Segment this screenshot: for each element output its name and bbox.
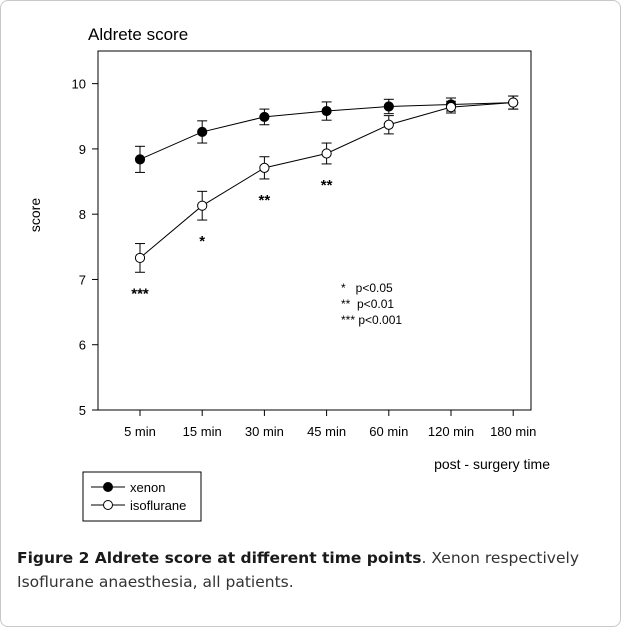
x-axis-label: post - surgery time bbox=[434, 456, 550, 472]
data-point-isoflurane bbox=[134, 252, 146, 264]
significance-stars: *** bbox=[131, 285, 149, 302]
legend-marker-xenon bbox=[103, 482, 113, 492]
data-point-isoflurane bbox=[445, 102, 457, 113]
x-tick-label: 5 min bbox=[124, 424, 156, 439]
data-point-isoflurane bbox=[259, 162, 270, 173]
data-point-xenon bbox=[197, 126, 208, 138]
legend-marker-isoflurane bbox=[103, 500, 113, 510]
y-tick-label: 10 bbox=[72, 77, 86, 92]
data-point-isoflurane bbox=[383, 119, 394, 130]
p-value-note: *** p<0.001 bbox=[341, 313, 402, 327]
data-point-isoflurane bbox=[321, 148, 332, 159]
data-point-xenon bbox=[383, 101, 394, 112]
x-tick-label: 60 min bbox=[369, 424, 408, 439]
legend-label-xenon: xenon bbox=[130, 480, 165, 495]
data-point-xenon bbox=[321, 105, 332, 117]
p-value-note: * p<0.05 bbox=[341, 281, 393, 295]
x-tick-label: 15 min bbox=[183, 424, 222, 439]
data-point-xenon bbox=[259, 111, 270, 123]
legend-box bbox=[82, 471, 202, 522]
y-tick-label: 9 bbox=[79, 142, 86, 157]
figure-caption: Figure 2 Aldrete score at different time… bbox=[17, 546, 617, 594]
data-point-xenon bbox=[134, 154, 146, 165]
y-tick-label: 6 bbox=[79, 338, 86, 353]
data-point-isoflurane bbox=[197, 200, 208, 211]
significance-stars: * bbox=[199, 233, 205, 250]
significance-stars: ** bbox=[321, 177, 333, 194]
data-point-isoflurane bbox=[508, 97, 519, 108]
significance-stars: ** bbox=[259, 192, 271, 209]
y-tick-label: 8 bbox=[79, 207, 86, 222]
p-value-note: ** p<0.01 bbox=[341, 297, 394, 311]
x-tick-label: 30 min bbox=[245, 424, 284, 439]
caption-text: . Xenon respectively Isoflurane anaesthe… bbox=[17, 549, 579, 591]
plot-area: 5 6 7 8 9 10 5 min 15 min 30 min 45 min 60 min 120 … bbox=[72, 50, 536, 439]
plot-frame bbox=[97, 50, 532, 411]
y-tick-label: 5 bbox=[79, 403, 86, 418]
caption-label: Figure 2 Aldrete score at different time… bbox=[17, 549, 422, 567]
chart-title: Aldrete score bbox=[88, 25, 188, 44]
significance-legend: * p<0.05 ** p<0.01 *** p<0.001 bbox=[341, 281, 402, 327]
y-axis-label: score bbox=[27, 198, 43, 232]
legend: xenon isoflurane bbox=[82, 471, 202, 522]
x-tick-label: 120 min bbox=[428, 424, 474, 439]
x-tick-label: 45 min bbox=[307, 424, 346, 439]
legend-label-isoflurane: isoflurane bbox=[130, 498, 186, 513]
x-tick-label: 180 min bbox=[490, 424, 536, 439]
y-tick-label: 7 bbox=[79, 272, 86, 287]
